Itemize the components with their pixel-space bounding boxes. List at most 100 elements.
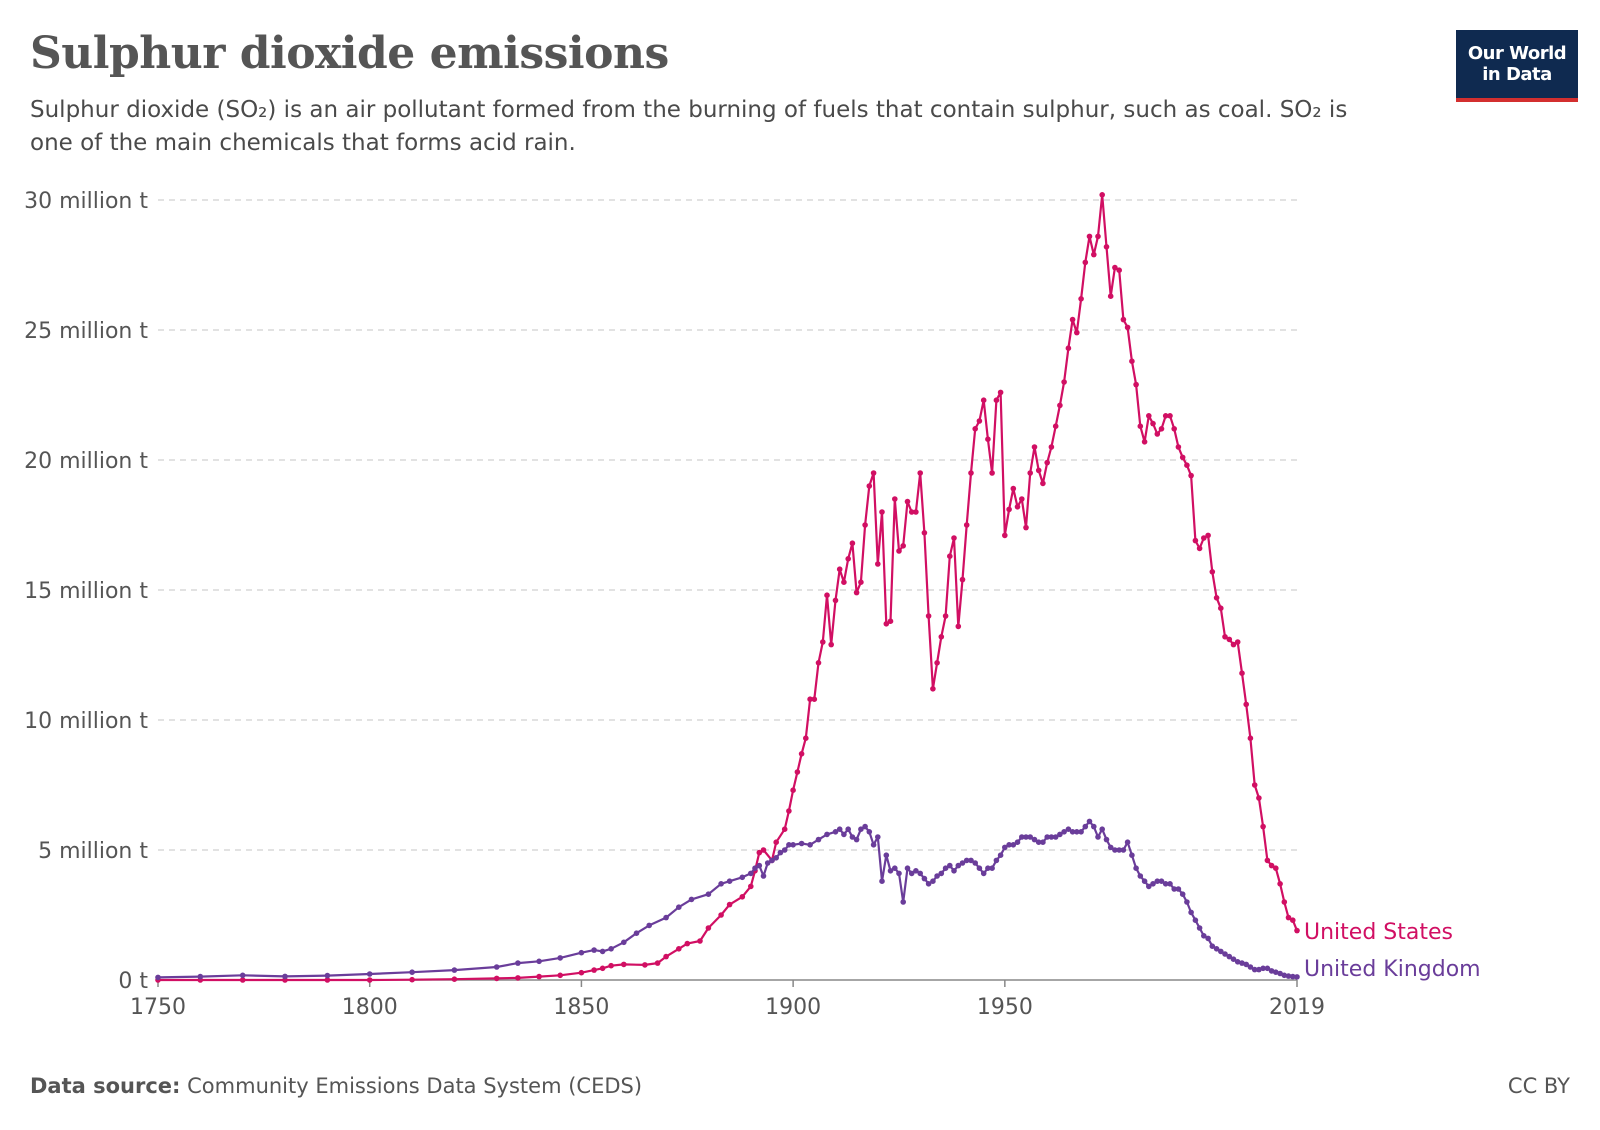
- license-link[interactable]: CC BY: [1507, 1074, 1570, 1098]
- data-point[interactable]: [824, 831, 830, 838]
- data-point[interactable]: [1290, 917, 1296, 923]
- data-point[interactable]: [820, 639, 826, 645]
- data-point[interactable]: [925, 613, 932, 619]
- data-point[interactable]: [917, 470, 923, 476]
- data-point[interactable]: [1006, 506, 1012, 513]
- data-point[interactable]: [883, 621, 890, 627]
- data-point[interactable]: [1201, 933, 1207, 939]
- data-point[interactable]: [1035, 467, 1042, 474]
- data-point[interactable]: [1256, 795, 1262, 801]
- data-point[interactable]: [1192, 537, 1199, 544]
- data-point[interactable]: [1074, 329, 1080, 336]
- data-point[interactable]: [591, 967, 597, 973]
- data-point[interactable]: [1184, 462, 1190, 469]
- data-point[interactable]: [739, 894, 746, 900]
- data-point[interactable]: [705, 925, 712, 931]
- data-point[interactable]: [866, 829, 873, 835]
- data-point[interactable]: [1061, 829, 1067, 835]
- data-point[interactable]: [807, 696, 813, 702]
- data-point[interactable]: [815, 836, 822, 843]
- data-point[interactable]: [676, 946, 682, 952]
- data-point[interactable]: [1031, 836, 1038, 843]
- data-point[interactable]: [1027, 834, 1033, 840]
- data-point[interactable]: [1099, 192, 1105, 198]
- data-point[interactable]: [896, 870, 902, 877]
- data-point[interactable]: [1171, 426, 1177, 432]
- data-point[interactable]: [1243, 961, 1249, 968]
- data-point[interactable]: [1014, 504, 1021, 510]
- data-point[interactable]: [1023, 524, 1029, 531]
- data-point[interactable]: [1230, 641, 1237, 648]
- data-point[interactable]: [908, 870, 915, 877]
- data-point[interactable]: [875, 834, 881, 840]
- data-point[interactable]: [1234, 639, 1241, 645]
- data-point[interactable]: [1031, 444, 1038, 450]
- data-point[interactable]: [1260, 965, 1266, 972]
- data-point[interactable]: [705, 891, 712, 897]
- data-point[interactable]: [1150, 881, 1156, 887]
- data-point[interactable]: [1158, 426, 1165, 432]
- data-point[interactable]: [786, 808, 792, 814]
- data-point[interactable]: [197, 973, 204, 980]
- data-point[interactable]: [1069, 316, 1076, 323]
- data-point[interactable]: [1141, 878, 1148, 884]
- data-point[interactable]: [1256, 966, 1262, 973]
- data-point[interactable]: [1019, 834, 1025, 840]
- data-point[interactable]: [1040, 480, 1046, 487]
- data-point[interactable]: [1273, 969, 1279, 975]
- data-point[interactable]: [684, 940, 691, 947]
- data-point[interactable]: [955, 623, 962, 630]
- data-point[interactable]: [739, 874, 746, 881]
- data-point[interactable]: [493, 964, 500, 970]
- data-point[interactable]: [1052, 423, 1059, 430]
- data-point[interactable]: [748, 883, 754, 890]
- data-point[interactable]: [1196, 545, 1203, 552]
- data-point[interactable]: [697, 938, 703, 944]
- data-point[interactable]: [1196, 925, 1203, 931]
- data-point[interactable]: [1116, 847, 1122, 853]
- data-point[interactable]: [1074, 829, 1080, 835]
- data-point[interactable]: [1124, 324, 1131, 331]
- data-point[interactable]: [938, 870, 945, 877]
- data-point[interactable]: [1095, 233, 1101, 240]
- data-point[interactable]: [913, 509, 919, 515]
- data-point[interactable]: [811, 696, 818, 702]
- data-point[interactable]: [1167, 413, 1173, 419]
- data-point[interactable]: [726, 878, 733, 884]
- data-point[interactable]: [1082, 823, 1089, 830]
- data-point[interactable]: [997, 852, 1004, 858]
- data-point[interactable]: [1040, 839, 1046, 845]
- data-point[interactable]: [1226, 953, 1233, 960]
- data-point[interactable]: [1133, 381, 1139, 388]
- data-point[interactable]: [1107, 293, 1114, 300]
- data-point[interactable]: [1285, 973, 1292, 979]
- data-point[interactable]: [536, 973, 542, 980]
- data-point[interactable]: [1082, 259, 1089, 266]
- data-point[interactable]: [1218, 948, 1224, 955]
- data-point[interactable]: [1048, 444, 1055, 450]
- data-point[interactable]: [1133, 865, 1139, 871]
- data-point[interactable]: [155, 974, 161, 981]
- data-point[interactable]: [1171, 886, 1177, 892]
- data-point[interactable]: [1129, 852, 1135, 858]
- data-point[interactable]: [1120, 316, 1127, 323]
- data-point[interactable]: [1192, 917, 1199, 923]
- data-point[interactable]: [752, 865, 758, 871]
- data-point[interactable]: [1290, 973, 1296, 980]
- data-point[interactable]: [845, 556, 851, 562]
- data-point[interactable]: [862, 522, 868, 528]
- data-point[interactable]: [942, 613, 949, 619]
- data-point[interactable]: [1281, 899, 1288, 905]
- data-point[interactable]: [1209, 943, 1216, 949]
- data-point[interactable]: [608, 962, 614, 969]
- data-point[interactable]: [997, 389, 1004, 396]
- data-point[interactable]: [904, 498, 911, 505]
- data-point[interactable]: [1268, 968, 1275, 974]
- data-point[interactable]: [925, 881, 932, 887]
- data-point[interactable]: [976, 418, 983, 424]
- data-point[interactable]: [1268, 862, 1275, 869]
- data-point[interactable]: [366, 977, 373, 983]
- data-point[interactable]: [976, 865, 983, 871]
- data-point[interactable]: [1277, 970, 1283, 977]
- data-point[interactable]: [599, 948, 606, 955]
